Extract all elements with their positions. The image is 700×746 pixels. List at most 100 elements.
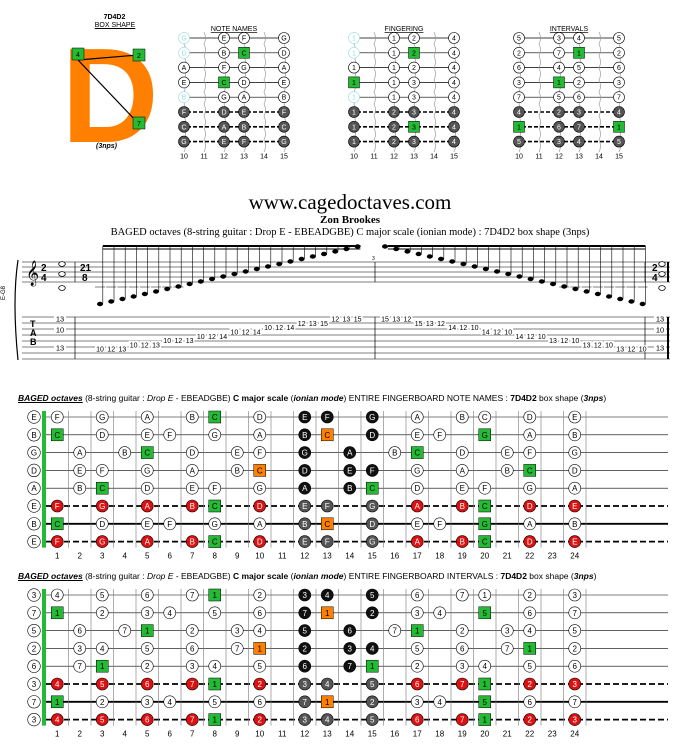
- board-note: C: [478, 499, 491, 513]
- board-note: E: [27, 410, 41, 424]
- board-note: G: [410, 464, 424, 477]
- board-note: 2: [27, 641, 41, 656]
- note-label: 4: [55, 591, 60, 600]
- board-note: C: [96, 481, 109, 495]
- note-label: F: [482, 484, 487, 493]
- green-marker: [51, 606, 64, 620]
- board-note: F: [50, 410, 64, 424]
- white-dot: [410, 517, 424, 531]
- note-label: 2: [258, 680, 263, 689]
- box-shape-graphic: D 2 4 7: [61, 30, 159, 145]
- tab-number: 10: [163, 338, 171, 345]
- green-marker: [523, 464, 536, 477]
- diagram-dot-label: D: [241, 80, 246, 87]
- shape-marker-label: 2: [137, 53, 141, 60]
- white-dot: [455, 588, 469, 602]
- white-dot: [73, 642, 87, 655]
- fret-label: 9: [235, 730, 240, 739]
- fret-label: 23: [548, 730, 557, 739]
- white-dot: [568, 606, 582, 620]
- note-label: E: [572, 538, 577, 547]
- board-note: C: [51, 517, 64, 531]
- note-label: 1: [145, 627, 150, 636]
- diagram-fret: [373, 31, 376, 153]
- note-label: F: [100, 466, 105, 475]
- white-dot: [27, 535, 41, 549]
- tab-bg: [525, 332, 536, 340]
- diagram-fret-number: 12: [390, 154, 398, 161]
- note-label: 7: [235, 644, 240, 653]
- white-dot: [523, 446, 537, 459]
- diagram-dot-label: 1: [392, 65, 396, 72]
- note-label: 3: [573, 680, 578, 689]
- note-label: 6: [145, 716, 150, 725]
- diagram-fret-number: 10: [350, 154, 358, 161]
- diagram-dot-label: F: [222, 65, 226, 72]
- shape-marker-label: 4: [76, 52, 80, 59]
- note-label: 2: [100, 609, 105, 618]
- white-dot: [253, 695, 267, 709]
- note-label: G: [482, 520, 488, 529]
- diagram-dot-label: 3: [412, 95, 416, 102]
- tab-number: 10: [96, 347, 104, 354]
- note-label: E: [302, 538, 307, 547]
- board-note: 6: [27, 659, 41, 673]
- grey-dot: [320, 535, 334, 548]
- board-note: E: [500, 446, 514, 459]
- diagram-dot-label: E: [222, 36, 227, 43]
- note-label: 1: [325, 609, 330, 618]
- board-note: 4: [433, 695, 447, 709]
- tab-number: 14: [253, 329, 261, 336]
- board-note: G: [478, 517, 491, 531]
- note-label: 4: [325, 716, 330, 725]
- notation-note: [606, 294, 612, 299]
- board-note: 6: [410, 677, 424, 691]
- green-marker: [478, 499, 491, 513]
- diagram-dot: [388, 76, 400, 89]
- white-dot: [523, 659, 537, 673]
- white-dot: [185, 659, 199, 673]
- board-note: E: [140, 428, 154, 442]
- board-note: B: [455, 410, 469, 424]
- fret-label: 10: [255, 552, 264, 561]
- board-note: 3: [500, 624, 514, 637]
- diagram-dot-label: 2: [517, 50, 521, 57]
- diagram-root-marker: [573, 47, 585, 59]
- note-label: F: [167, 431, 172, 440]
- note-label: F: [437, 431, 442, 440]
- diagram-dot: [278, 135, 290, 148]
- board-note: F: [50, 499, 64, 513]
- diagram-dot-label: 4: [452, 110, 456, 117]
- fret-label: 5: [145, 730, 150, 739]
- note-label: G: [527, 484, 533, 493]
- note-label: 1: [415, 627, 420, 636]
- board-note: 5: [95, 713, 109, 726]
- grey-dot: [365, 695, 379, 709]
- diagram-dot-label: D: [221, 110, 226, 117]
- diagram-dot-label: 3: [412, 80, 416, 87]
- note-label: B: [122, 449, 127, 458]
- green-marker: [366, 659, 379, 673]
- board-note: D: [523, 410, 537, 424]
- tab-number: 13: [343, 317, 351, 324]
- notation-note: [108, 299, 115, 304]
- green-marker: [478, 428, 491, 442]
- dark-dot: [343, 659, 357, 673]
- board-note: B: [27, 428, 41, 442]
- tab-bg: [54, 315, 66, 322]
- site-url[interactable]: www.cagedoctaves.com: [248, 190, 452, 214]
- tab-number: 10: [504, 329, 512, 336]
- white-dot: [455, 624, 469, 637]
- white-dot: [27, 677, 41, 691]
- diagram-dot-label: 1: [517, 124, 521, 131]
- fret-label: 13: [323, 730, 332, 739]
- diagram-dot: [513, 46, 525, 59]
- diagram-dot: [573, 135, 585, 148]
- diagram-dot-label: E: [242, 110, 247, 117]
- red-dot: [185, 499, 199, 513]
- note-label: D: [459, 449, 465, 458]
- tab-bg: [341, 315, 352, 322]
- board-note: F: [320, 499, 334, 513]
- tab-bg: [285, 323, 296, 331]
- board-note: 4: [50, 588, 64, 602]
